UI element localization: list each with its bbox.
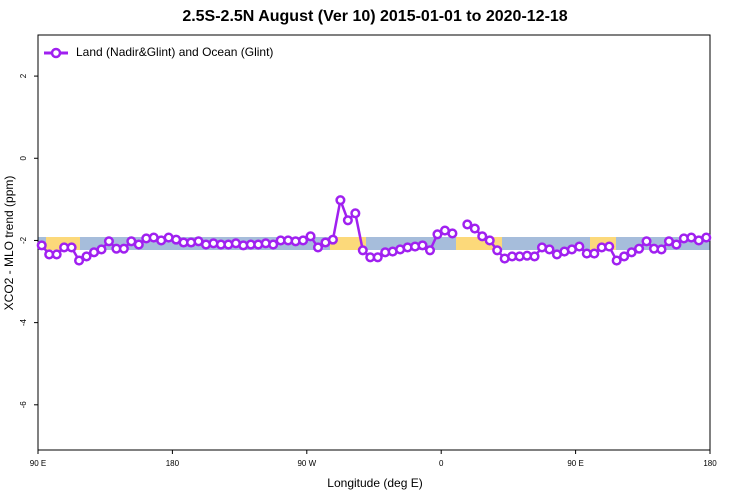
data-point: [66, 242, 77, 253]
data-point: [604, 241, 615, 252]
data-point: [312, 242, 324, 253]
x-tick-label: 90 E: [30, 459, 46, 468]
x-tick-label: 90 E: [567, 459, 583, 468]
data-point: [118, 243, 129, 254]
data-point: [462, 219, 473, 230]
data-point: [372, 252, 383, 263]
data-point: [529, 251, 540, 262]
data-point: [51, 249, 62, 260]
y-tick-label: -2: [19, 236, 28, 244]
data-point: [469, 223, 480, 234]
data-point: [298, 235, 309, 246]
data-point: [424, 245, 436, 256]
y-tick-label: 0: [19, 155, 28, 160]
data-point: [133, 239, 144, 250]
data-point: [81, 251, 92, 262]
y-tick-label: -4: [19, 319, 28, 327]
data-point: [671, 239, 682, 250]
y-tick-label: 2: [19, 73, 28, 78]
data-point: [96, 244, 107, 255]
y-axis-label: XCO2 - MLO trend (ppm): [2, 176, 16, 311]
x-tick-label: 0: [439, 459, 444, 468]
data-point: [103, 236, 114, 247]
data-point: [417, 240, 428, 251]
x-axis-label: Longitude (deg E): [327, 476, 422, 490]
data-point: [447, 228, 458, 239]
data-point: [574, 241, 585, 252]
chart-title: 2.5S-2.5N August (Ver 10) 2015-01-01 to …: [182, 8, 567, 25]
data-point: [626, 247, 637, 258]
data-point: [327, 234, 338, 245]
data-point: [589, 248, 600, 259]
data-point: [432, 229, 443, 240]
data-point: [350, 208, 361, 219]
legend: Land (Nadir&Glint) and Ocean (Glint): [44, 45, 273, 59]
data-point: [342, 215, 353, 226]
data-point: [619, 251, 630, 262]
x-tick-label: 90 W: [297, 459, 316, 468]
data-point: [305, 231, 316, 242]
legend-marker: [50, 47, 62, 59]
data-point: [634, 243, 645, 254]
land-band: [330, 237, 366, 250]
data-point: [36, 240, 47, 251]
x-tick-label: 180: [703, 459, 717, 468]
data-point: [335, 195, 346, 206]
legend-label: Land (Nadir&Glint) and Ocean (Glint): [76, 45, 273, 59]
data-point: [701, 232, 712, 243]
data-point: [492, 245, 503, 256]
data-point: [611, 255, 622, 266]
data-point: [656, 244, 667, 255]
data-point: [74, 255, 85, 266]
series-line: [40, 195, 707, 263]
data-point: [268, 239, 279, 250]
data-point: [484, 235, 495, 246]
data-point: [477, 231, 488, 242]
data-point: [357, 245, 368, 256]
y-tick-label: -6: [19, 401, 28, 409]
x-tick-label: 180: [166, 459, 180, 468]
data-point: [544, 244, 555, 255]
data-point: [641, 236, 652, 247]
